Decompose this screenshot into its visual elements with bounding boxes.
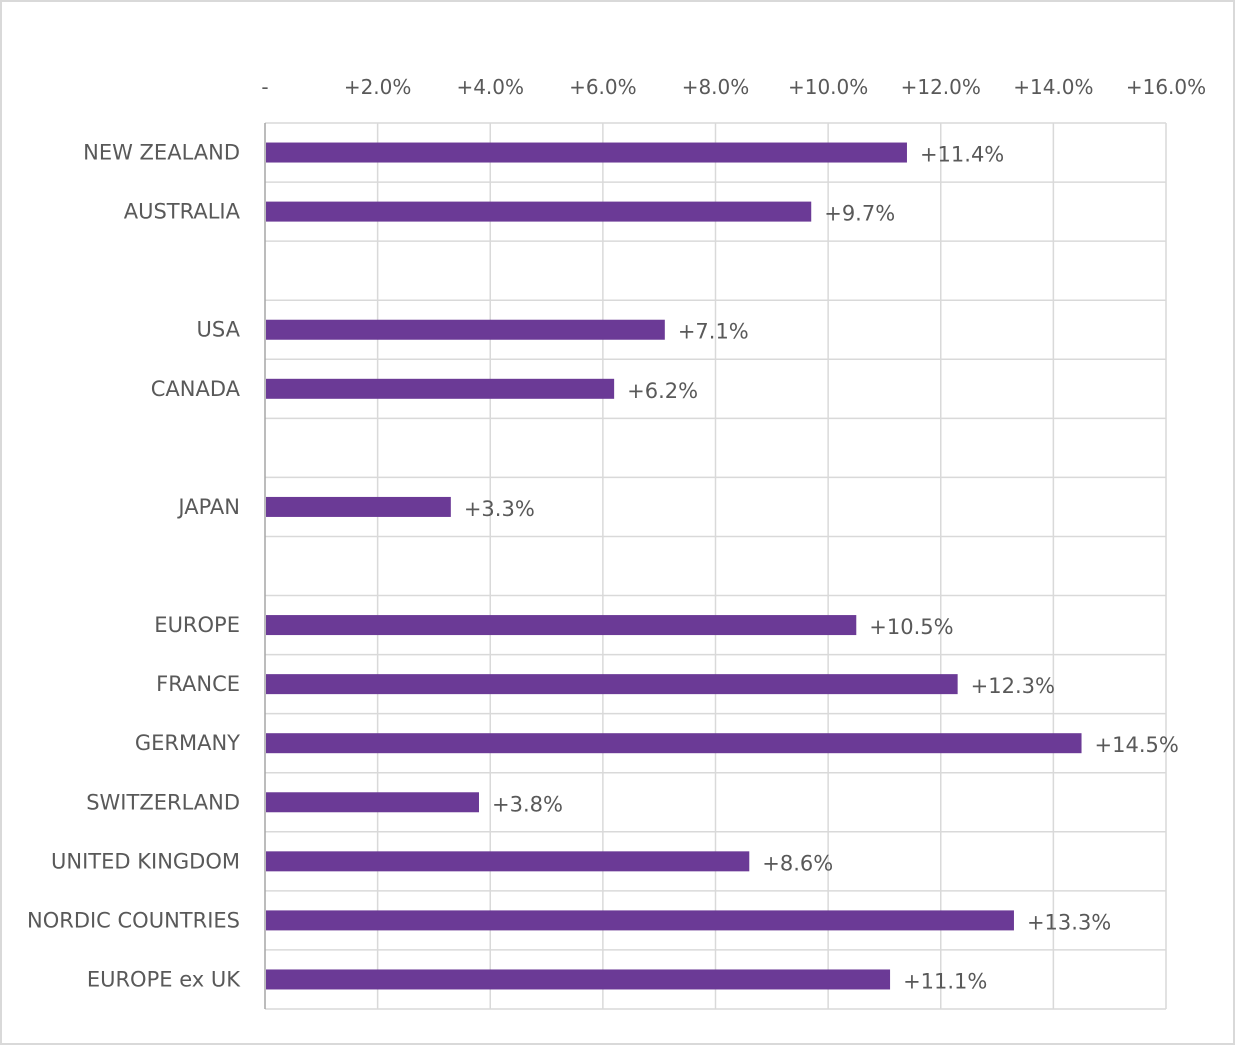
bar [266,733,1082,754]
bar [266,792,479,813]
data-labels: +11.4% +9.7% +7.1% +6.2% +3.3% +10.5% +12.3% +1… [464,143,1179,994]
category-label: JAPAN [176,495,240,519]
category-label: SWITZERLAND [86,790,240,814]
x-tick-label: +8.0% [682,75,750,99]
category-label: EUROPE [154,613,240,637]
gridlines [264,122,1167,1010]
bar [266,615,857,636]
x-tick-label: +16.0% [1126,75,1206,99]
data-label: +8.6% [762,851,833,875]
data-label: +14.5% [1095,733,1179,757]
x-tick-label: +14.0% [1013,75,1093,99]
data-label: +6.2% [627,379,698,403]
x-tick-label: +6.0% [569,75,637,99]
category-label: NEW ZEALAND [83,141,240,165]
bar [266,201,812,222]
data-label: +9.7% [824,202,895,226]
data-label: +12.3% [971,674,1055,698]
x-tick-label: +12.0% [901,75,981,99]
bar [266,142,907,163]
bar [266,674,958,695]
data-label: +3.8% [492,792,563,816]
data-label: +13.3% [1027,910,1111,934]
bar [266,851,750,872]
bar [266,496,451,517]
category-label: FRANCE [156,672,240,696]
bars [266,142,1082,990]
category-label: USA [197,318,241,342]
data-label: +3.3% [464,497,535,521]
category-label: NORDIC COUNTRIES [27,908,240,932]
data-label: +11.4% [920,143,1004,167]
category-label: AUSTRALIA [124,200,241,224]
category-label: GERMANY [135,731,240,755]
bar [266,969,891,990]
bar [266,378,615,399]
bar [266,319,665,340]
x-tick-label: +4.0% [456,75,524,99]
x-tick-label: +10.0% [788,75,868,99]
data-label: +11.1% [903,969,987,993]
category-label: EUROPE ex UK [87,967,241,991]
data-label: +10.5% [869,615,953,639]
category-label: CANADA [151,377,241,401]
category-labels: NEW ZEALAND AUSTRALIA USA CANADA JAPAN EUROPE… [27,141,241,992]
x-tick-label: - [261,75,268,99]
data-label: +7.1% [678,320,749,344]
category-label: UNITED KINGDOM [51,849,240,873]
x-axis-ticks: - +2.0% +4.0% +6.0% +8.0% +10.0% +12.0% +14.0% +… [261,75,1206,99]
bar [266,910,1014,931]
x-tick-label: +2.0% [344,75,412,99]
